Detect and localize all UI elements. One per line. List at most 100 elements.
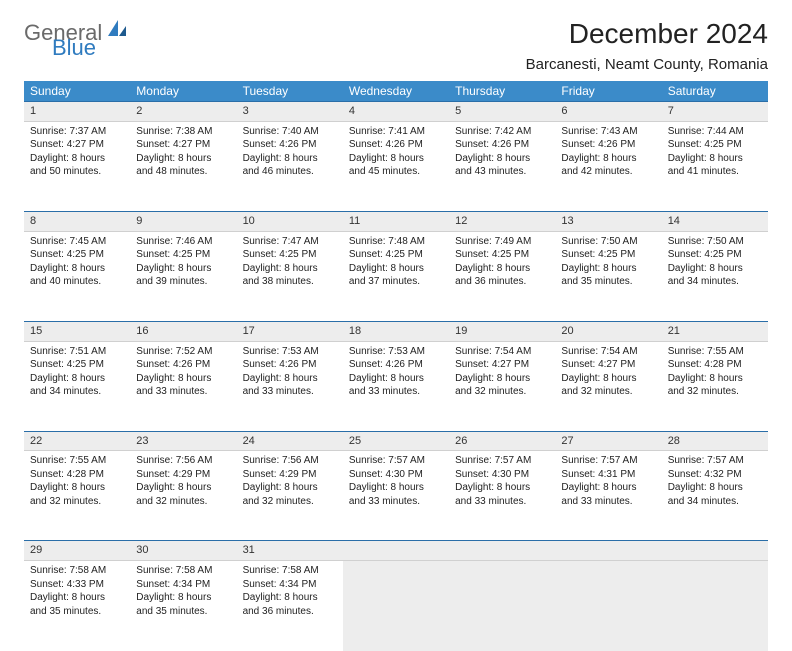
day-number: 29: [24, 541, 130, 561]
month-title: December 2024: [526, 18, 768, 50]
day-number: 28: [662, 431, 768, 451]
day-number: 18: [343, 321, 449, 341]
day-number: 16: [130, 321, 236, 341]
day-cell: Sunrise: 7:38 AMSunset: 4:27 PMDaylight:…: [130, 121, 236, 211]
day-cell: Sunrise: 7:57 AMSunset: 4:32 PMDaylight:…: [662, 451, 768, 541]
day-number: 23: [130, 431, 236, 451]
day-cell: Sunrise: 7:42 AMSunset: 4:26 PMDaylight:…: [449, 121, 555, 211]
sunset-line: Sunset: 4:29 PM: [136, 469, 210, 480]
daylight-line: Daylight: 8 hours and 50 minutes.: [30, 153, 105, 178]
sunrise-line: Sunrise: 7:53 AM: [349, 346, 425, 357]
sunset-line: Sunset: 4:28 PM: [30, 469, 104, 480]
empty-cell: [662, 561, 768, 651]
empty-cell: [555, 561, 661, 651]
day-cell: Sunrise: 7:46 AMSunset: 4:25 PMDaylight:…: [130, 231, 236, 321]
day-number: 3: [237, 102, 343, 122]
day-cell: Sunrise: 7:53 AMSunset: 4:26 PMDaylight:…: [237, 341, 343, 431]
day-cell: Sunrise: 7:43 AMSunset: 4:26 PMDaylight:…: [555, 121, 661, 211]
sunrise-line: Sunrise: 7:57 AM: [455, 455, 531, 466]
daylight-line: Daylight: 8 hours and 34 minutes.: [30, 373, 105, 398]
day-number: 7: [662, 102, 768, 122]
day-number: 13: [555, 211, 661, 231]
weekday-header: Friday: [555, 81, 661, 102]
day-cell: Sunrise: 7:48 AMSunset: 4:25 PMDaylight:…: [343, 231, 449, 321]
day-cell: Sunrise: 7:56 AMSunset: 4:29 PMDaylight:…: [130, 451, 236, 541]
day-number: 8: [24, 211, 130, 231]
daylight-line: Daylight: 8 hours and 34 minutes.: [668, 482, 743, 507]
daylight-line: Daylight: 8 hours and 37 minutes.: [349, 263, 424, 288]
sunset-line: Sunset: 4:28 PM: [668, 359, 742, 370]
daylight-line: Daylight: 8 hours and 34 minutes.: [668, 263, 743, 288]
day-cell: Sunrise: 7:49 AMSunset: 4:25 PMDaylight:…: [449, 231, 555, 321]
daylight-line: Daylight: 8 hours and 32 minutes.: [136, 482, 211, 507]
day-cell: Sunrise: 7:58 AMSunset: 4:34 PMDaylight:…: [237, 561, 343, 651]
daylight-line: Daylight: 8 hours and 33 minutes.: [455, 482, 530, 507]
day-content-row: Sunrise: 7:51 AMSunset: 4:25 PMDaylight:…: [24, 341, 768, 431]
day-cell: Sunrise: 7:41 AMSunset: 4:26 PMDaylight:…: [343, 121, 449, 211]
weekday-header: Saturday: [662, 81, 768, 102]
day-number-row: 1234567: [24, 102, 768, 122]
daylight-line: Daylight: 8 hours and 42 minutes.: [561, 153, 636, 178]
day-number: 25: [343, 431, 449, 451]
daylight-line: Daylight: 8 hours and 32 minutes.: [668, 373, 743, 398]
daylight-line: Daylight: 8 hours and 46 minutes.: [243, 153, 318, 178]
day-cell: Sunrise: 7:57 AM Sunset: 4:30 PM Daylight:…: [449, 451, 555, 541]
sunset-line: Sunset: 4:26 PM: [455, 139, 529, 150]
weekday-header: Sunday: [24, 81, 130, 102]
sunset-line: Sunset: 4:27 PM: [455, 359, 529, 370]
sunset-line: Sunset: 4:27 PM: [561, 359, 635, 370]
daylight-line: Daylight: 8 hours and 32 minutes.: [30, 482, 105, 507]
sunrise-line: Sunrise: 7:55 AM: [30, 455, 106, 466]
weekday-header: Monday: [130, 81, 236, 102]
weekday-header: Thursday: [449, 81, 555, 102]
day-number: 30: [130, 541, 236, 561]
day-cell: Sunrise: 7:50 AMSunset: 4:25 PMDaylight:…: [555, 231, 661, 321]
empty-cell: [449, 561, 555, 651]
day-number: 11: [343, 211, 449, 231]
daylight-line: Daylight: 8 hours and 35 minutes.: [561, 263, 636, 288]
day-number: 5: [449, 102, 555, 122]
day-cell: Sunrise: 7:58 AMSunset: 4:34 PMDaylight:…: [130, 561, 236, 651]
day-number-row: 22232425262728: [24, 431, 768, 451]
day-number: 14: [662, 211, 768, 231]
day-content-row: Sunrise: 7:58 AMSunset: 4:33 PMDaylight:…: [24, 561, 768, 651]
sunrise-line: Sunrise: 7:55 AM: [668, 346, 744, 357]
sunset-line: Sunset: 4:27 PM: [136, 139, 210, 150]
sunrise-line: Sunrise: 7:37 AM: [30, 126, 106, 137]
sunrise-line: Sunrise: 7:57 AM: [561, 455, 637, 466]
day-cell: Sunrise: 7:53 AMSunset: 4:26 PMDaylight:…: [343, 341, 449, 431]
sunrise-line: Sunrise: 7:40 AM: [243, 126, 319, 137]
sunset-line: Sunset: 4:34 PM: [136, 579, 210, 590]
sunset-line: Sunset: 4:29 PM: [243, 469, 317, 480]
sunrise-line: Sunrise: 7:54 AM: [561, 346, 637, 357]
sunrise-line: Sunrise: 7:50 AM: [561, 236, 637, 247]
day-number: 4: [343, 102, 449, 122]
day-number: 2: [130, 102, 236, 122]
sunrise-line: Sunrise: 7:57 AM: [349, 455, 425, 466]
weekday-header: Tuesday: [237, 81, 343, 102]
daylight-line: Daylight: 8 hours and 33 minutes.: [349, 373, 424, 398]
day-cell: Sunrise: 7:50 AMSunset: 4:25 PMDaylight:…: [662, 231, 768, 321]
day-content-row: Sunrise: 7:37 AM Sunset: 4:27 PM Daylight:…: [24, 121, 768, 211]
sunset-line: Sunset: 4:31 PM: [561, 469, 635, 480]
day-cell: Sunrise: 7:57 AMSunset: 4:30 PMDaylight:…: [343, 451, 449, 541]
day-number: 10: [237, 211, 343, 231]
sunrise-line: Sunrise: 7:58 AM: [30, 565, 106, 576]
sunrise-line: Sunrise: 7:51 AM: [30, 346, 106, 357]
sunrise-line: Sunrise: 7:57 AM: [668, 455, 744, 466]
daylight-line: Daylight: 8 hours and 33 minutes.: [349, 482, 424, 507]
daylight-line: Daylight: 8 hours and 36 minutes.: [455, 263, 530, 288]
sunrise-line: Sunrise: 7:46 AM: [136, 236, 212, 247]
sunset-line: Sunset: 4:30 PM: [455, 469, 529, 480]
sunset-line: Sunset: 4:26 PM: [136, 359, 210, 370]
day-number: 31: [237, 541, 343, 561]
daylight-line: Daylight: 8 hours and 36 minutes.: [243, 592, 318, 617]
calendar-table: SundayMondayTuesdayWednesdayThursdayFrid…: [24, 81, 768, 651]
day-cell: Sunrise: 7:47 AMSunset: 4:25 PMDaylight:…: [237, 231, 343, 321]
day-cell: Sunrise: 7:45 AMSunset: 4:25 PMDaylight:…: [24, 231, 130, 321]
sunset-line: Sunset: 4:27 PM: [30, 139, 104, 150]
sunset-line: Sunset: 4:26 PM: [349, 139, 423, 150]
sunset-line: Sunset: 4:25 PM: [455, 249, 529, 260]
day-number: 12: [449, 211, 555, 231]
sunrise-line: Sunrise: 7:43 AM: [561, 126, 637, 137]
